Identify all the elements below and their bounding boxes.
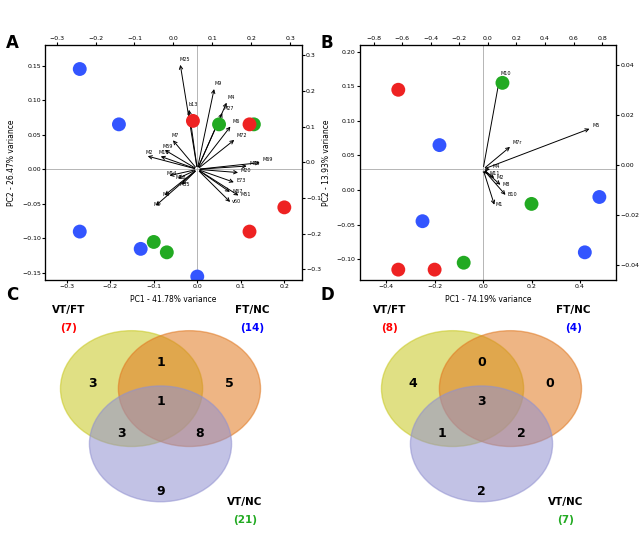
Text: (7): (7) [557, 515, 574, 525]
Text: M5: M5 [592, 123, 600, 128]
Text: M18: M18 [175, 175, 186, 180]
Text: M10: M10 [500, 71, 510, 76]
Text: M4: M4 [228, 95, 235, 100]
Text: M69: M69 [263, 157, 273, 162]
Text: M25: M25 [180, 57, 191, 62]
Point [74, 64, 85, 73]
Point [526, 199, 537, 208]
Point [245, 227, 255, 236]
Point [192, 272, 202, 281]
Ellipse shape [118, 330, 261, 446]
Text: M7: M7 [171, 133, 178, 138]
Text: 5: 5 [225, 377, 233, 390]
Point [580, 248, 590, 257]
Text: (14): (14) [241, 323, 265, 333]
Text: M51: M51 [241, 192, 251, 197]
Text: M59: M59 [162, 143, 173, 148]
Text: VT/NC: VT/NC [548, 497, 584, 507]
Text: C: C [6, 286, 19, 304]
Point [594, 193, 605, 202]
Point [245, 120, 255, 129]
Text: (8): (8) [381, 323, 398, 333]
Text: B: B [321, 34, 334, 52]
Text: M8: M8 [503, 181, 510, 186]
Text: 2: 2 [517, 427, 525, 440]
Text: M8: M8 [162, 192, 170, 197]
Point [214, 120, 224, 129]
Point [435, 141, 445, 150]
Text: VT/FT: VT/FT [373, 305, 406, 315]
Text: (21): (21) [232, 515, 257, 525]
Ellipse shape [410, 386, 553, 502]
Point [393, 85, 403, 94]
Point [417, 217, 428, 226]
Ellipse shape [439, 330, 582, 446]
Text: FT/NC: FT/NC [557, 305, 591, 315]
Text: M7r: M7r [512, 140, 522, 145]
Point [458, 258, 469, 267]
Text: M6: M6 [232, 119, 239, 124]
Point [304, 64, 314, 73]
Point [114, 120, 124, 129]
Text: 3: 3 [88, 377, 96, 390]
Text: VT/NC: VT/NC [227, 497, 263, 507]
Text: 9: 9 [156, 485, 165, 498]
Text: VT/FT: VT/FT [52, 305, 85, 315]
Text: M2: M2 [145, 151, 152, 156]
Text: M4: M4 [493, 164, 500, 169]
Point [248, 120, 259, 129]
Point [148, 237, 159, 246]
Text: FT/NC: FT/NC [236, 305, 270, 315]
Text: 0: 0 [477, 356, 486, 369]
X-axis label: PC1 - 41.78% variance: PC1 - 41.78% variance [130, 295, 216, 304]
Point [162, 248, 172, 257]
X-axis label: PC1 - 74.19% variance: PC1 - 74.19% variance [445, 295, 531, 304]
Point [429, 265, 440, 274]
Text: M1: M1 [153, 202, 161, 207]
Point [279, 203, 290, 212]
Point [135, 244, 146, 253]
Ellipse shape [381, 330, 524, 446]
Y-axis label: PC2 - 13.93% variance: PC2 - 13.93% variance [322, 119, 331, 206]
Text: M27: M27 [223, 105, 234, 110]
Ellipse shape [60, 330, 203, 446]
Text: 8: 8 [196, 427, 204, 440]
Text: M2: M2 [496, 175, 504, 180]
Ellipse shape [89, 386, 232, 502]
Text: 2: 2 [477, 485, 486, 498]
Text: 4: 4 [409, 377, 417, 390]
Text: v60: v60 [232, 199, 241, 204]
Text: 1: 1 [156, 356, 165, 369]
Point [74, 227, 85, 236]
Text: 1: 1 [438, 427, 446, 440]
Text: M14: M14 [167, 171, 177, 176]
Text: M35: M35 [180, 181, 191, 186]
Text: (7): (7) [60, 323, 77, 333]
Text: M11: M11 [489, 171, 499, 176]
Text: M1: M1 [495, 202, 503, 207]
Point [188, 116, 198, 125]
Text: A: A [6, 34, 19, 52]
Text: M9: M9 [214, 81, 222, 86]
Text: M72: M72 [236, 133, 247, 138]
Text: 0: 0 [546, 377, 554, 390]
Point [393, 265, 403, 274]
Text: M67: M67 [232, 189, 243, 194]
Text: M55: M55 [250, 161, 260, 166]
Text: 3: 3 [117, 427, 125, 440]
Text: M20: M20 [241, 168, 251, 173]
Text: B10: B10 [507, 192, 517, 197]
Text: 1: 1 [156, 395, 165, 408]
Text: b13: b13 [189, 102, 198, 107]
Point [248, 30, 259, 39]
Y-axis label: PC2 - 26.47% variance: PC2 - 26.47% variance [7, 119, 16, 206]
Text: 3: 3 [477, 395, 486, 408]
Text: (4): (4) [565, 323, 582, 333]
Text: D: D [321, 286, 334, 304]
Point [498, 78, 508, 87]
Text: M10: M10 [158, 151, 169, 156]
Text: E73: E73 [236, 178, 246, 183]
